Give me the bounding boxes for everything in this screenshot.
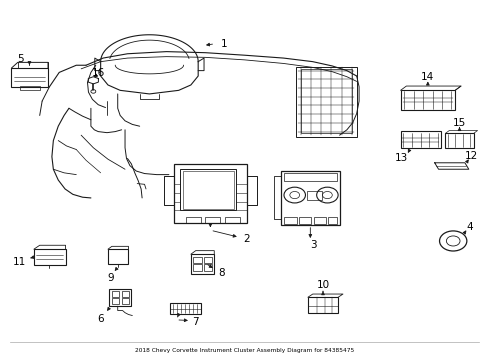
Bar: [281, 171, 339, 225]
Text: 7: 7: [192, 317, 199, 327]
Bar: [299, 217, 311, 224]
Text: 2018 Chevy Corvette Instrument Cluster Assembly Diagram for 84385475: 2018 Chevy Corvette Instrument Cluster A…: [135, 348, 353, 353]
Bar: [190, 254, 214, 274]
Bar: [193, 264, 201, 271]
Text: 10: 10: [316, 280, 329, 290]
Text: 16: 16: [91, 68, 104, 78]
Text: 2: 2: [243, 234, 250, 244]
Bar: [112, 291, 119, 297]
Text: 12: 12: [464, 151, 477, 161]
Bar: [180, 169, 236, 211]
Bar: [307, 297, 337, 314]
Bar: [400, 90, 454, 110]
Bar: [170, 303, 200, 315]
Bar: [203, 257, 211, 263]
Bar: [295, 67, 356, 137]
Text: 15: 15: [452, 118, 465, 128]
Bar: [283, 173, 336, 181]
Bar: [122, 291, 129, 297]
Bar: [193, 257, 201, 263]
Text: 1: 1: [220, 39, 227, 49]
Bar: [306, 191, 321, 200]
Bar: [203, 264, 211, 271]
Text: 3: 3: [310, 240, 316, 250]
Bar: [400, 131, 440, 148]
Text: 13: 13: [394, 153, 407, 163]
Text: 5: 5: [17, 54, 23, 64]
Bar: [313, 217, 325, 224]
Bar: [112, 298, 119, 304]
Text: 11: 11: [13, 257, 26, 267]
Text: 4: 4: [465, 222, 471, 231]
Bar: [34, 249, 65, 265]
Text: 14: 14: [420, 72, 433, 82]
Bar: [122, 298, 129, 304]
Text: 9: 9: [107, 273, 114, 283]
Bar: [108, 249, 128, 264]
Bar: [300, 69, 351, 134]
Bar: [445, 134, 473, 148]
Text: 8: 8: [217, 268, 224, 278]
Bar: [185, 217, 200, 223]
Bar: [205, 217, 220, 223]
Bar: [11, 68, 48, 87]
Bar: [224, 217, 239, 223]
Bar: [20, 86, 40, 90]
Bar: [328, 217, 336, 224]
Bar: [182, 171, 233, 209]
Text: 6: 6: [97, 314, 104, 324]
Bar: [109, 289, 131, 306]
Bar: [173, 164, 246, 223]
Bar: [284, 217, 296, 224]
